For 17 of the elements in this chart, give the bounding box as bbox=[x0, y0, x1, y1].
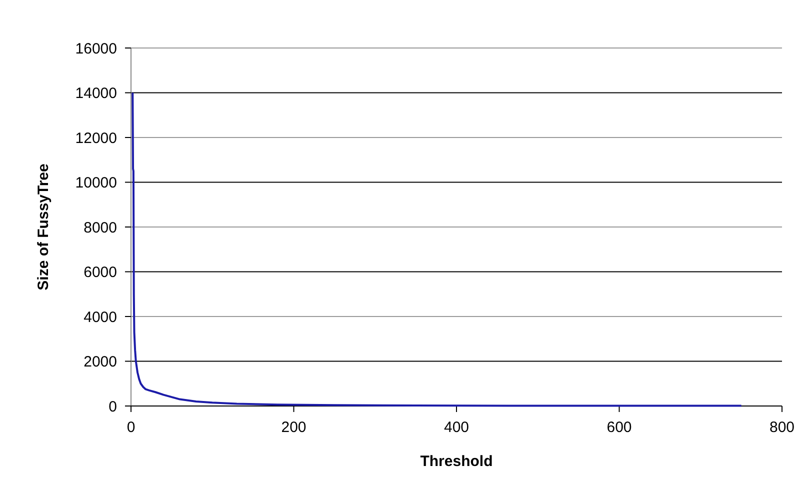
line-series bbox=[132, 92, 742, 407]
x-tick-label: 600 bbox=[606, 419, 632, 436]
y-tick-label: 16000 bbox=[75, 40, 117, 58]
x-tick-label: 200 bbox=[281, 419, 306, 436]
y-tick-label: 2000 bbox=[84, 354, 117, 370]
x-axis-title: Threshold bbox=[420, 453, 493, 470]
x-tick-label: 0 bbox=[126, 419, 136, 436]
y-tick-label: 4000 bbox=[84, 308, 117, 326]
y-tick-label: 0 bbox=[108, 398, 117, 416]
y-tick-label: 6000 bbox=[84, 264, 117, 281]
y-tick-label: 14000 bbox=[75, 85, 117, 102]
x-tick-label: 800 bbox=[769, 419, 795, 436]
y-tick-label: 8000 bbox=[84, 219, 117, 236]
y-axis-title: Size of FussyTree bbox=[35, 164, 52, 290]
y-tick-label: 10000 bbox=[75, 174, 117, 192]
y-tick-label: 12000 bbox=[75, 130, 117, 147]
x-tick-label: 400 bbox=[444, 419, 470, 436]
